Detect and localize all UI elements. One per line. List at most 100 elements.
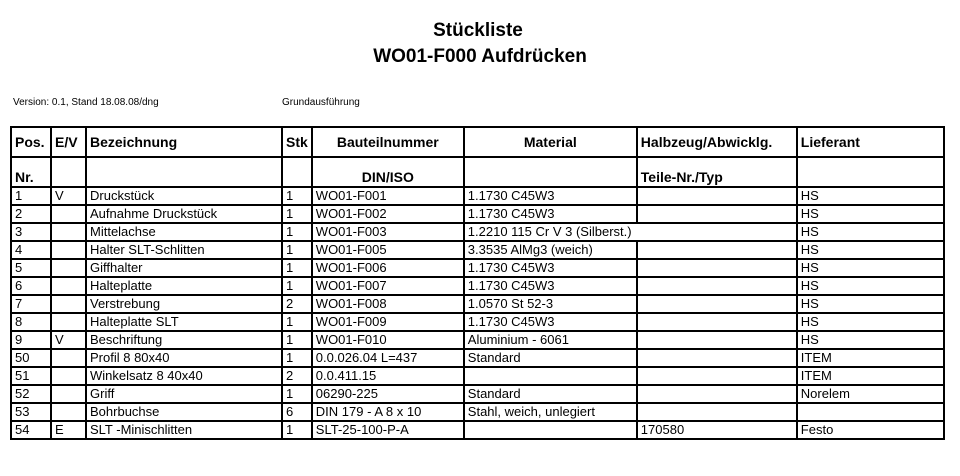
cell-material [462, 366, 638, 386]
cell-stk: 1 [281, 276, 313, 296]
table-row: 51 Winkelsatz 8 40x40 2 0.0.411.15 ITEM [10, 366, 945, 386]
cell-ev [50, 348, 87, 368]
header-row-material: Material [462, 126, 638, 158]
cell-material: 1.1730 C45W3 [462, 258, 638, 278]
cell-ev [50, 276, 87, 296]
table-row: 7 Verstrebung 2 WO01-F008 1.0570 St 52-3 HS [10, 294, 945, 314]
cell-bauteilnummer: SLT-25-100-P-A [310, 420, 465, 440]
header-row-2-bauteilnummer: DIN/ISO [310, 156, 465, 188]
cell-stk: 6 [281, 402, 313, 422]
header-row-2-stk [281, 156, 313, 188]
variant-info: Grundausführung [282, 97, 360, 108]
table-row: 52 Griff 1 06290-225 Standard Norelem [10, 384, 945, 404]
header-row-bauteilnummer: Bauteilnummer [310, 126, 465, 158]
cell-halbzeug [636, 222, 798, 242]
cell-material: Aluminium - 6061 [462, 330, 638, 350]
cell-halbzeug [635, 204, 798, 224]
cell-pos: 53 [10, 402, 52, 422]
header-row-pos: Pos. [10, 126, 52, 158]
cell-bauteilnummer: WO01-F006 [310, 258, 465, 278]
cell-stk: 1 [281, 420, 313, 440]
cell-ev [50, 222, 87, 242]
cell-halbzeug [635, 276, 798, 296]
cell-bezeichnung: Giffhalter [85, 258, 283, 278]
cell-ev [50, 258, 87, 278]
cell-bezeichnung: Bohrbuchse [85, 402, 283, 422]
cell-bauteilnummer: 0.0.026.04 L=437 [310, 348, 465, 368]
version-info: Version: 0.1, Stand 18.08.08/dng [13, 97, 159, 108]
cell-halbzeug [635, 312, 798, 332]
parts-table: Pos. E/V Bezeichnung Stk Bauteilnummer Materi… [10, 126, 945, 440]
cell-stk: 1 [281, 348, 313, 368]
cell-pos: 52 [10, 384, 52, 404]
cell-stk: 1 [281, 240, 313, 260]
table-row: 4 Halter SLT-Schlitten 1 WO01-F005 3.3535 Al… [10, 240, 945, 260]
cell-bezeichnung: Profil 8 80x40 [85, 348, 283, 368]
cell-pos: 3 [10, 222, 52, 242]
cell-pos: 7 [10, 294, 52, 314]
table-row: 2 Aufnahme Druckstück 1 WO01-F002 1.1730 C45… [10, 204, 945, 224]
cell-material [462, 420, 638, 440]
cell-halbzeug: 170580 [635, 420, 798, 440]
cell-stk: 1 [281, 186, 313, 206]
cell-ev: E [50, 420, 87, 440]
cell-bauteilnummer: WO01-F002 [310, 204, 465, 224]
table-row: 5 Giffhalter 1 WO01-F006 1.1730 C45W3 HS [10, 258, 945, 278]
cell-bezeichnung: Mittelachse [85, 222, 283, 242]
cell-stk: 1 [281, 384, 313, 404]
header-row-2-lieferant [795, 156, 945, 188]
cell-material: 1.1730 C45W3 [462, 204, 638, 224]
cell-ev [50, 312, 87, 332]
table-row: 9 V Beschriftung 1 WO01-F010 Aluminium - 6061… [10, 330, 945, 350]
header-row-2-pos: Nr. [10, 156, 52, 188]
header-row-2-material [462, 156, 638, 188]
cell-material: 1.0570 St 52-3 [462, 294, 638, 314]
cell-lieferant: HS [795, 312, 945, 332]
header-row-bezeichnung: Bezeichnung [85, 126, 283, 158]
table-row: 3 Mittelachse 1 WO01-F003 1.2210 115 Cr V 3 … [10, 222, 945, 242]
header-row-2: Nr. DIN/ISO Teile-Nr./Typ [10, 156, 945, 188]
header-row: Pos. E/V Bezeichnung Stk Bauteilnummer Materi… [10, 126, 945, 158]
cell-bezeichnung: SLT -Minischlitten [85, 420, 283, 440]
cell-bauteilnummer: 06290-225 [310, 384, 465, 404]
cell-lieferant: ITEM [795, 366, 945, 386]
header-row-stk: Stk [281, 126, 313, 158]
cell-halbzeug [635, 258, 798, 278]
cell-ev [50, 240, 87, 260]
cell-pos: 4 [10, 240, 52, 260]
cell-ev: V [50, 330, 87, 350]
cell-halbzeug [635, 384, 798, 404]
cell-lieferant: HS [795, 276, 945, 296]
table-row: 8 Halteplatte SLT 1 WO01-F009 1.1730 C45W3 HS [10, 312, 945, 332]
cell-material: 1.1730 C45W3 [462, 276, 638, 296]
cell-bauteilnummer: WO01-F001 [310, 186, 465, 206]
header-row-2-ev [50, 156, 87, 188]
header-row-2-bezeichnung [85, 156, 283, 188]
cell-stk: 1 [281, 312, 313, 332]
table-row: 54 E SLT -Minischlitten 1 SLT-25-100-P-A 1705… [10, 420, 945, 440]
cell-pos: 9 [10, 330, 52, 350]
page-title: Stückliste [433, 20, 523, 41]
cell-ev [50, 384, 87, 404]
cell-pos: 2 [10, 204, 52, 224]
cell-lieferant: HS [795, 186, 945, 206]
cell-halbzeug [635, 348, 798, 368]
cell-stk: 2 [281, 366, 313, 386]
page-subtitle: WO01-F000 Aufdrücken [373, 46, 587, 67]
cell-material: 1.1730 C45W3 [462, 312, 638, 332]
cell-pos: 6 [10, 276, 52, 296]
table-row: 1 V Druckstück 1 WO01-F001 1.1730 C45W3 HS [10, 186, 945, 206]
cell-pos: 51 [10, 366, 52, 386]
cell-ev [50, 204, 87, 224]
cell-pos: 54 [10, 420, 52, 440]
cell-halbzeug [635, 240, 798, 260]
cell-stk: 1 [281, 222, 313, 242]
cell-ev [50, 366, 87, 386]
cell-ev: V [50, 186, 87, 206]
cell-pos: 1 [10, 186, 52, 206]
cell-lieferant: Norelem [795, 384, 945, 404]
cell-bauteilnummer: WO01-F007 [310, 276, 465, 296]
cell-material: 1.1730 C45W3 [462, 186, 638, 206]
cell-bezeichnung: Winkelsatz 8 40x40 [85, 366, 283, 386]
cell-lieferant: HS [795, 204, 945, 224]
